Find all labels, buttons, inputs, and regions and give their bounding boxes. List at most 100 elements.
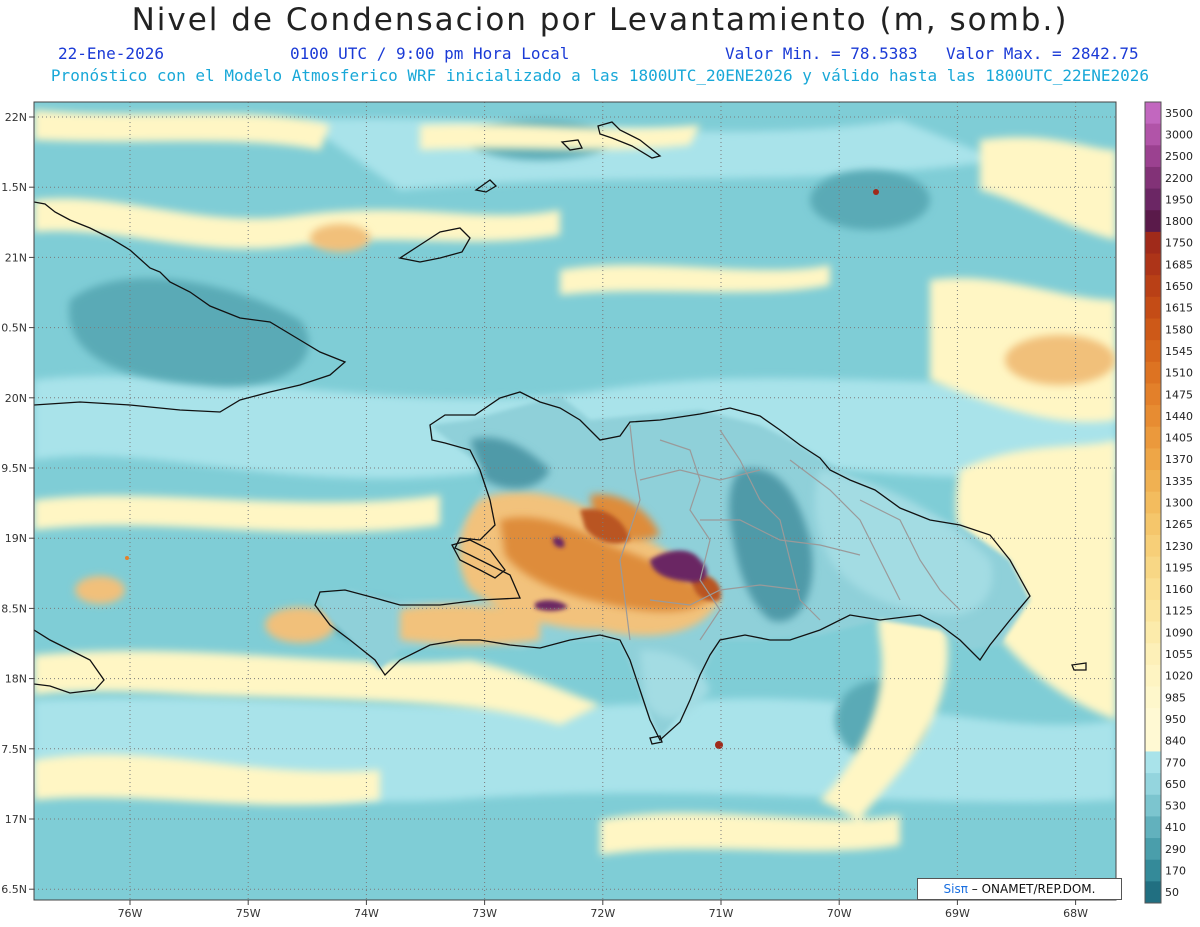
- lat-label: 8.5N: [1, 602, 27, 615]
- colorbar-swatch: [1145, 231, 1161, 255]
- colorbar-swatch: [1145, 708, 1161, 731]
- colorbar-label: 840: [1165, 735, 1186, 748]
- min-value-label: Valor Min. = 78.5383: [725, 44, 918, 63]
- longitude-labels: 76W 75W 74W 73W 72W 71W 70W 69W 68W: [118, 900, 1088, 920]
- time-label: 0100 UTC / 9:00 pm Hora Local: [290, 44, 570, 63]
- colorbar-label: 290: [1165, 843, 1186, 856]
- colorbar-label: 1800: [1165, 215, 1193, 228]
- colorbar-label: 1335: [1165, 475, 1193, 488]
- lat-label: 22N: [5, 111, 27, 124]
- hispaniola-field: [315, 395, 1030, 740]
- colorbar-swatch: [1145, 383, 1161, 406]
- colorbar-swatch: [1145, 513, 1161, 536]
- colorbar-swatch: [1145, 426, 1161, 449]
- lon-label: 71W: [709, 907, 734, 920]
- colorbar-label: 1750: [1165, 237, 1193, 250]
- lat-label: 17N: [5, 813, 27, 826]
- colorbar-label: 1055: [1165, 648, 1193, 661]
- colorbar-swatch: [1145, 556, 1161, 579]
- colorbar: 3500 3000 2500 2200 1950 1800 1750 1685 1650 1615…: [1144, 101, 1193, 904]
- colorbar-label: 1685: [1165, 258, 1193, 271]
- colorbar-swatch: [1145, 491, 1161, 514]
- lat-label: 18N: [5, 673, 27, 686]
- colorbar-label: 1230: [1165, 540, 1193, 553]
- lon-label: 68W: [1063, 907, 1088, 920]
- colorbar-swatch: [1145, 859, 1161, 882]
- colorbar-label: 1615: [1165, 302, 1193, 315]
- colorbar-swatch: [1145, 881, 1161, 904]
- colorbar-label: 1370: [1165, 453, 1193, 466]
- colorbar-swatch: [1145, 448, 1161, 471]
- forecast-note: Pronóstico con el Modelo Atmosferico WRF…: [50, 66, 1150, 85]
- lat-label: 1.5N: [1, 181, 27, 194]
- colorbar-label: 50: [1165, 886, 1179, 899]
- colorbar-label: 1160: [1165, 583, 1193, 596]
- max-value-label: Valor Max. = 2842.75: [946, 44, 1139, 63]
- colorbar-label: 770: [1165, 756, 1186, 769]
- lon-label: 70W: [827, 907, 852, 920]
- lon-label: 69W: [945, 907, 970, 920]
- colorbar-swatch: [1145, 751, 1161, 774]
- colorbar-swatch: [1145, 275, 1161, 298]
- colorbar-label: 1510: [1165, 367, 1193, 380]
- colorbar-swatch: [1145, 166, 1161, 190]
- colorbar-label: 1265: [1165, 518, 1193, 531]
- colorbar-swatch: [1145, 773, 1161, 796]
- lon-label: 75W: [236, 907, 261, 920]
- lon-label: 73W: [472, 907, 497, 920]
- colorbar-swatch: [1145, 578, 1161, 601]
- colorbar-label: 1440: [1165, 410, 1193, 423]
- colorbar-label: 1300: [1165, 497, 1193, 510]
- shaded-field: [34, 102, 1116, 900]
- colorbar-swatch: [1145, 621, 1161, 644]
- lat-label: 21N: [5, 251, 27, 264]
- colorbar-label: 1125: [1165, 605, 1193, 618]
- colorbar-label: 1950: [1165, 193, 1193, 206]
- colorbar-swatch: [1145, 729, 1161, 752]
- lon-label: 74W: [354, 907, 379, 920]
- date-label: 22-Ene-2026: [58, 44, 164, 63]
- max-lcl-cores: [535, 537, 707, 611]
- ocean-warm-spots: [75, 224, 1115, 643]
- colorbar-swatch: [1145, 102, 1161, 125]
- lat-label: 19N: [5, 532, 27, 545]
- lat-label: 9.5N: [1, 462, 27, 475]
- colorbar-swatch: [1145, 253, 1161, 276]
- colorbar-label: 2500: [1165, 150, 1193, 163]
- colorbar-swatch: [1145, 340, 1161, 363]
- colorbar-swatch: [1145, 123, 1161, 146]
- map-title: Nivel de Condensacion por Levantamiento …: [131, 2, 1069, 38]
- coastlines: [34, 121, 1087, 745]
- colorbar-label: 1545: [1165, 345, 1193, 358]
- latitude-labels: 22N 1.5N 21N 0.5N 20N 9.5N 19N 8.5N 18N 7.5N 17N 6.…: [1, 111, 34, 896]
- lat-label: 7.5N: [1, 743, 27, 756]
- colorbar-swatch: [1145, 664, 1161, 688]
- colorbar-swatch: [1145, 210, 1161, 233]
- colorbar-label: 410: [1165, 821, 1186, 834]
- colorbar-swatch: [1145, 794, 1161, 817]
- colorbar-label: 2200: [1165, 172, 1193, 185]
- lat-label: 6.5N: [1, 883, 27, 896]
- lon-label: 72W: [590, 907, 615, 920]
- colorbar-swatch: [1145, 470, 1161, 493]
- colorbar-swatch: [1145, 145, 1161, 168]
- colorbar-label: 3000: [1165, 128, 1193, 141]
- colorbar-swatch: [1145, 318, 1161, 341]
- colorbar-label: 1475: [1165, 388, 1193, 401]
- colorbar-label: 650: [1165, 778, 1186, 791]
- colorbar-label: 1580: [1165, 323, 1193, 336]
- colorbar-label: 985: [1165, 691, 1186, 704]
- colorbar-label: 1020: [1165, 670, 1193, 683]
- province-borders: [619, 424, 961, 641]
- colorbar-swatch: [1145, 405, 1161, 428]
- colorbar-label: 1090: [1165, 626, 1193, 639]
- sispi-logo-text: Sisπ: [943, 882, 968, 896]
- colorbar-label: 950: [1165, 713, 1186, 726]
- colorbar-swatch: [1145, 599, 1161, 623]
- lat-label: 20N: [5, 392, 27, 405]
- colorbar-swatch: [1145, 686, 1161, 709]
- plot-frame: [33, 101, 1117, 901]
- colorbar-frame: [1144, 101, 1162, 904]
- colorbar-swatch: [1145, 534, 1161, 558]
